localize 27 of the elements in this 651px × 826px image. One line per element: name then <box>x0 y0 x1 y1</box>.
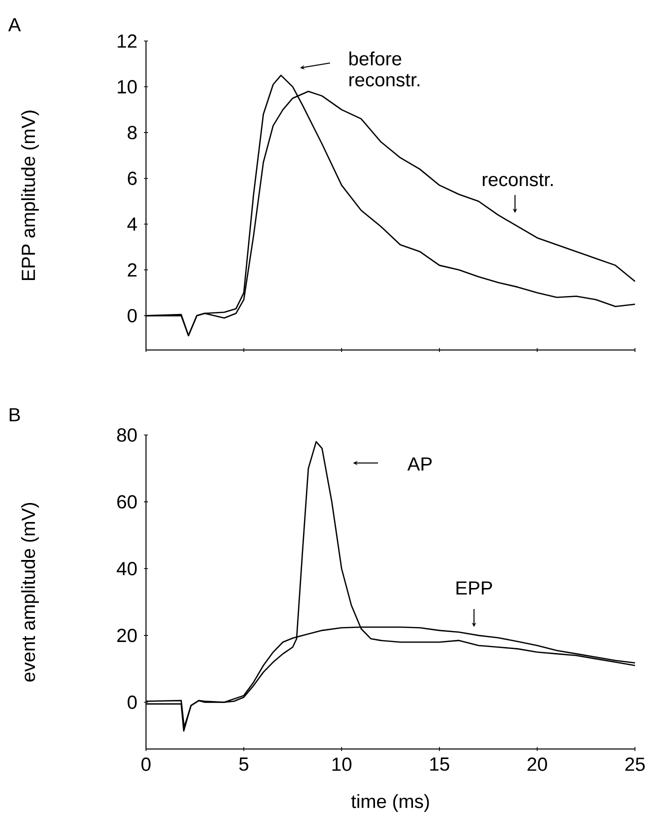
y-tick-label: 12 <box>118 34 137 48</box>
y-tick-label: 80 <box>117 428 137 442</box>
y-tick-label: 2 <box>128 263 137 277</box>
x-tick-label: 15 <box>430 758 450 771</box>
x-axis-title: time (ms) <box>351 794 429 812</box>
y-tick-label: 10 <box>118 80 137 94</box>
chart-title: B <box>10 408 20 422</box>
x-tick-label: 0 <box>141 758 151 771</box>
annotation: AP <box>407 457 432 471</box>
chart-title: A <box>8 18 21 32</box>
y-tick-label: 0 <box>128 696 137 709</box>
x-tick-label: 25 <box>625 758 645 771</box>
y-axis-title: EPP amplitude (mV) <box>21 110 39 280</box>
y-axis-title: event amplitude (mV) <box>21 502 39 682</box>
annotation: reconstr. <box>482 174 553 186</box>
y-tick-label: 60 <box>117 495 137 509</box>
x-tick-label: 20 <box>528 758 548 771</box>
y-tick-label: 8 <box>128 126 137 140</box>
x-tick-label: 10 <box>332 758 352 771</box>
annotation: before reconstr. <box>349 52 420 86</box>
y-tick-label: 4 <box>127 218 137 231</box>
y-tick-label: 6 <box>128 172 137 186</box>
y-tick-label: 20 <box>117 628 137 642</box>
annotation: EPP <box>456 581 492 595</box>
x-tick-label: 5 <box>239 758 248 771</box>
y-tick-label: 0 <box>128 308 137 322</box>
y-tick-label: 40 <box>116 562 137 576</box>
